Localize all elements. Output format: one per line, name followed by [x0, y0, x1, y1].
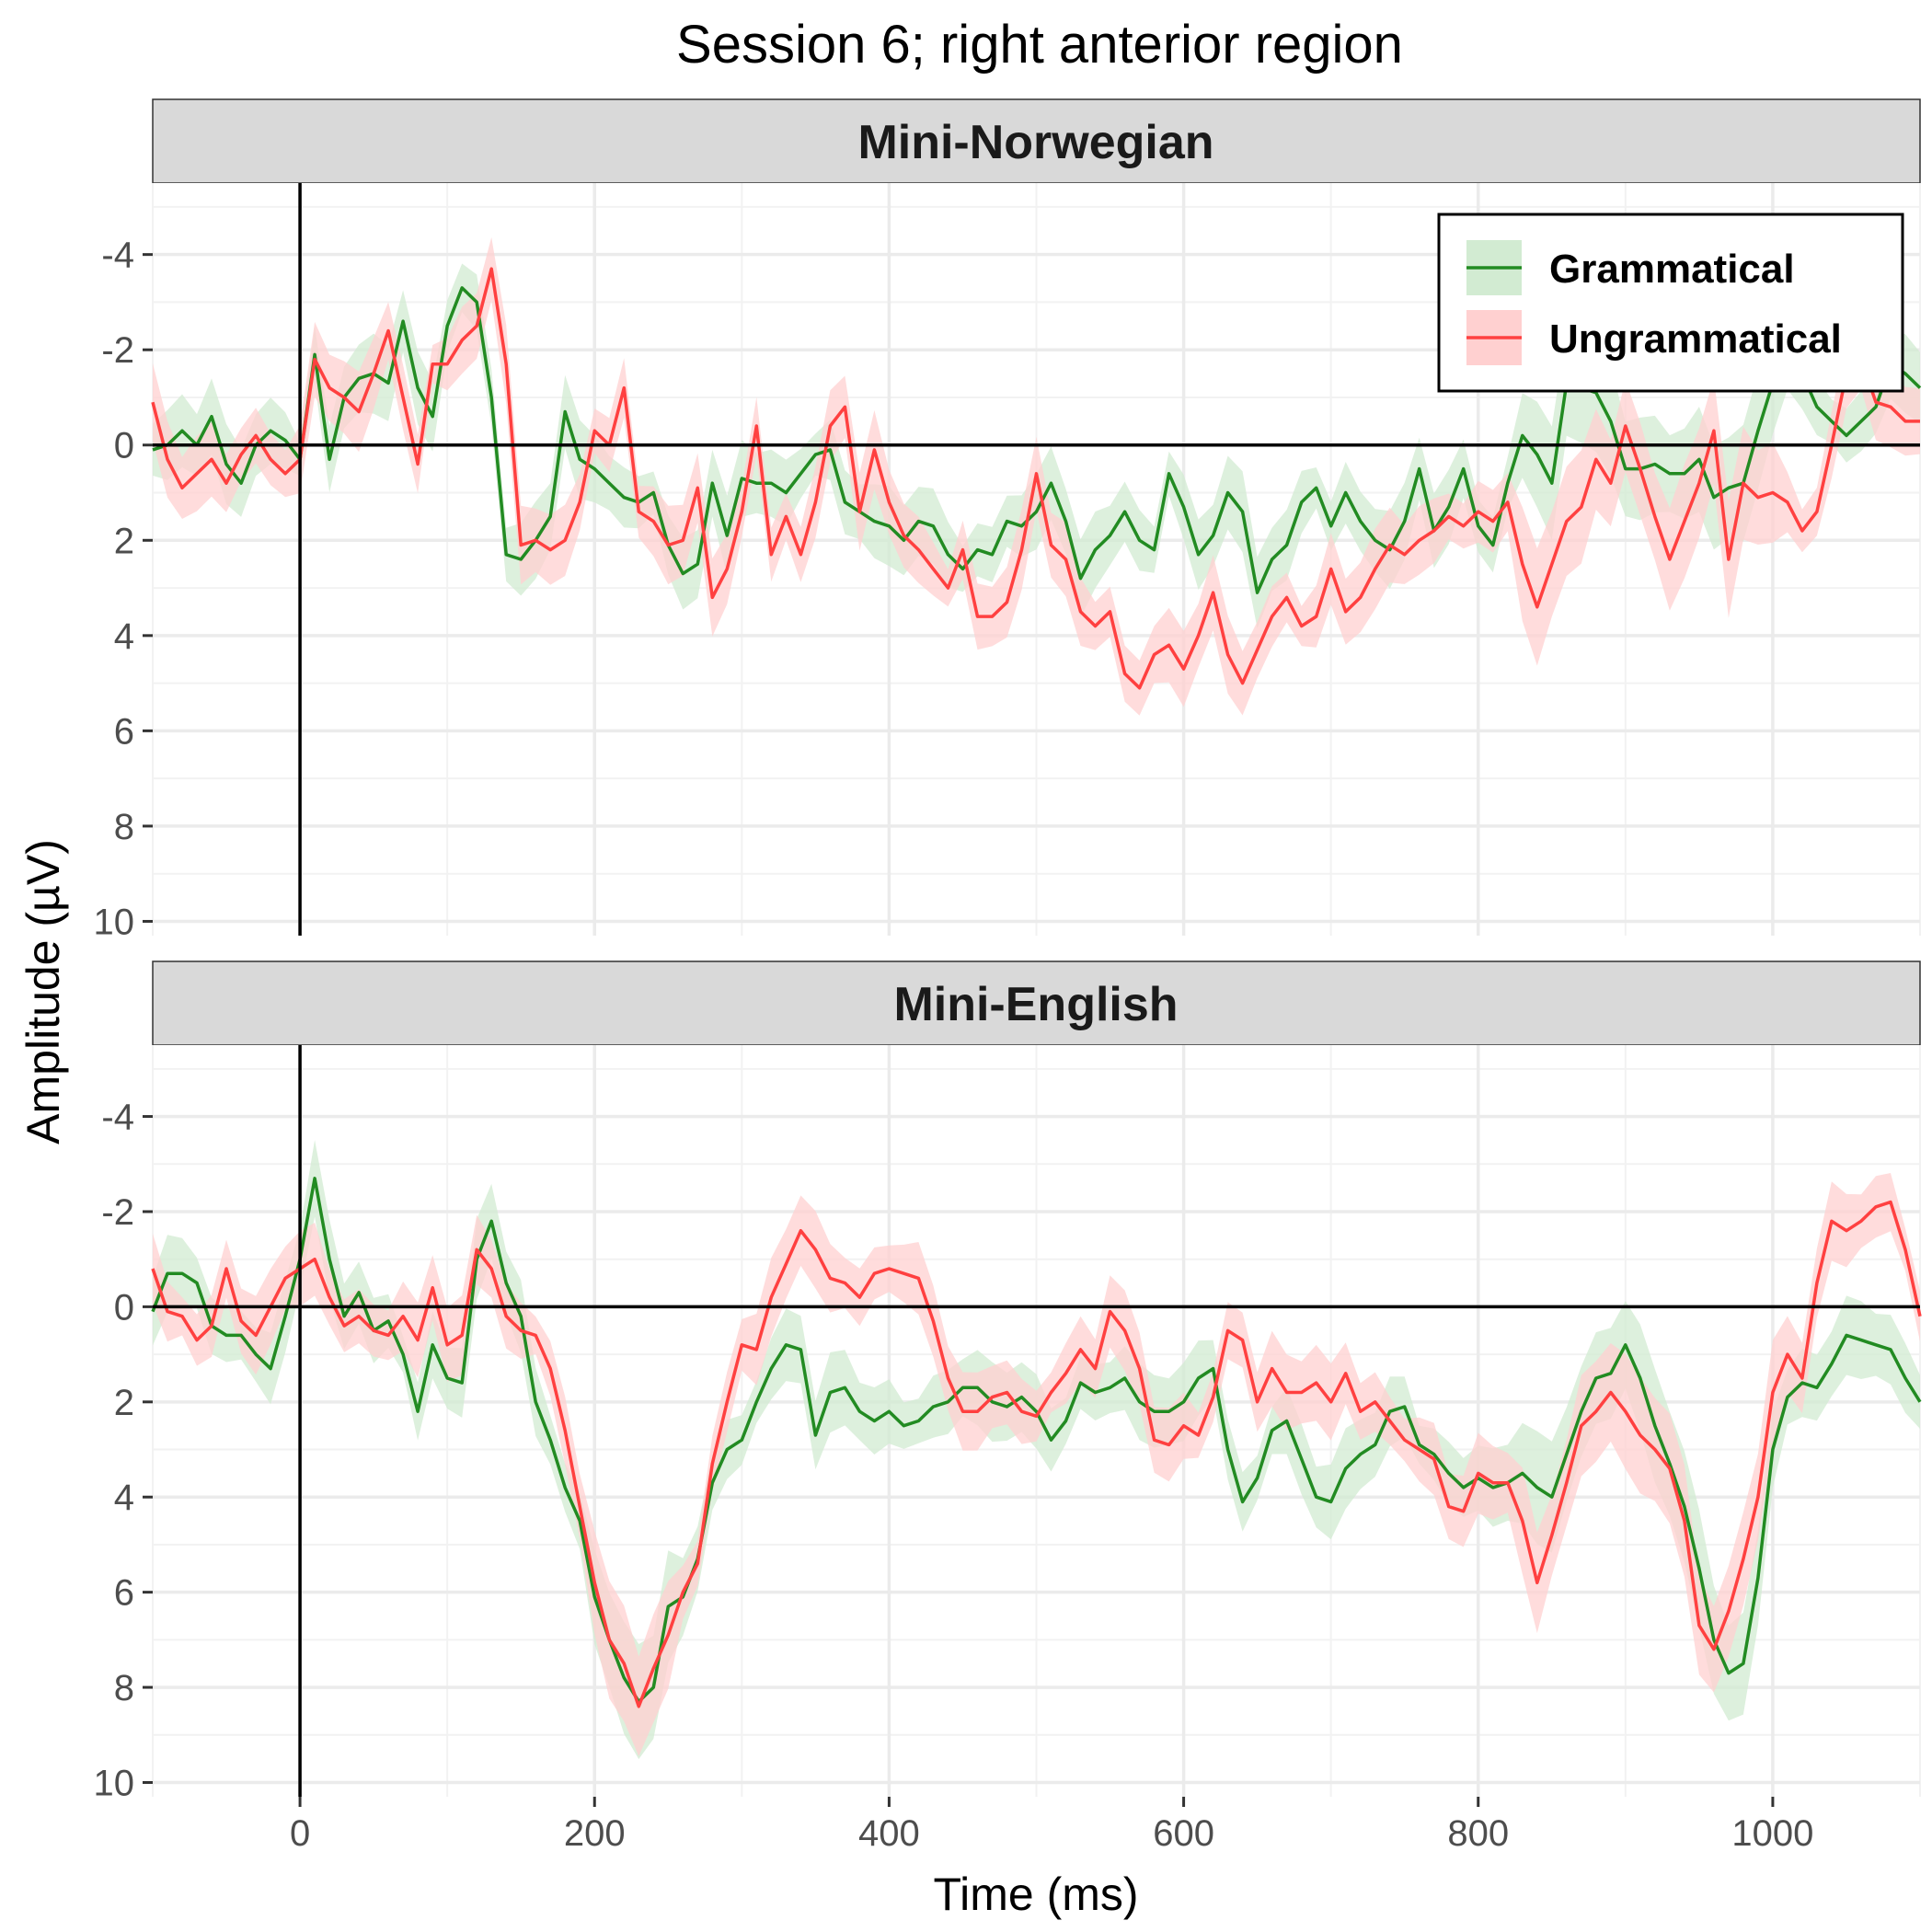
panel-plot-area: -4 -2 0 2 4 6 8 10 — [94, 183, 1922, 942]
y-tick-label: 0 — [114, 1287, 134, 1328]
x-tick-label: 1000 — [1731, 1813, 1813, 1854]
y-tick-label: 8 — [114, 807, 134, 847]
strip-background — [152, 98, 1921, 184]
y-tick-label: 0 — [114, 426, 134, 466]
legend-item-grammatical: Grammatical — [1466, 240, 1795, 295]
series-line-grammatical — [152, 286, 1922, 594]
y-tick-label: 10 — [94, 902, 135, 942]
x-tick-label: 400 — [858, 1813, 920, 1854]
strip-background — [152, 960, 1921, 1046]
y-tick-label: 8 — [114, 1668, 134, 1708]
strip-label: Mini-English — [893, 978, 1178, 1031]
y-tick-label: -4 — [101, 1098, 134, 1138]
y-tick-label: -4 — [101, 236, 134, 276]
series-line-ungrammatical — [151, 267, 1920, 690]
x-axis-title: Time (ms) — [933, 1869, 1138, 1920]
x-tick-label: 600 — [1153, 1813, 1214, 1854]
x-tick-label: 0 — [290, 1813, 310, 1854]
y-tick-label: -2 — [101, 330, 134, 371]
y-tick-label: 6 — [114, 1573, 134, 1614]
panel-mini-english: Mini-English -4 -2 0 2 4 6 8 10 0 200 400 600 800 100… — [94, 960, 1922, 1854]
legend-label: Grammatical — [1549, 247, 1795, 292]
x-tick-label: 800 — [1447, 1813, 1509, 1854]
y-tick-label: 10 — [94, 1763, 135, 1803]
y-axis-title: Amplitude (µV) — [17, 839, 69, 1144]
y-tick-label: 4 — [114, 1478, 134, 1518]
chart-title: Session 6; right anterior region — [676, 15, 1403, 75]
legend-label: Ungrammatical — [1549, 316, 1842, 362]
legend: Grammatical Ungrammatical — [1437, 213, 1904, 393]
y-tick-label: 4 — [114, 616, 134, 657]
y-tick-label: -2 — [101, 1192, 134, 1233]
legend-item-ungrammatical: Ungrammatical — [1466, 310, 1842, 365]
y-tick-label: 6 — [114, 711, 134, 752]
panel-plot-area: -4 -2 0 2 4 6 8 10 0 200 400 600 800 1000 — [94, 1045, 1922, 1854]
y-tick-label: 2 — [114, 521, 134, 561]
panel-mini-norwegian: Mini-Norwegian -4 -2 0 2 4 6 8 10 — [94, 98, 1922, 942]
series-line-grammatical — [151, 1177, 1922, 1704]
series-line-ungrammatical — [151, 1200, 1922, 1708]
strip-label: Mini-Norwegian — [857, 116, 1213, 169]
ci-ribbon-ungrammatical — [153, 1173, 1920, 1756]
y-tick-label: 2 — [114, 1383, 134, 1423]
x-tick-label: 200 — [564, 1813, 626, 1854]
